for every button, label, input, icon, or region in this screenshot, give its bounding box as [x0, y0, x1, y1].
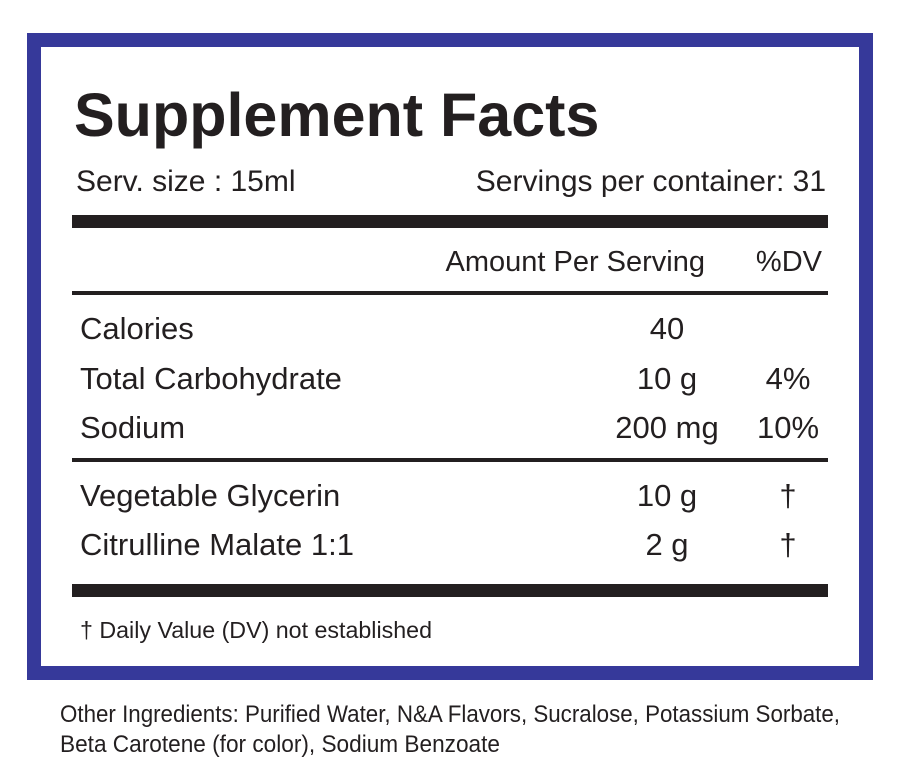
rows: Calories 40 Total Carbohydrate 10 g 4% Sodium… — [80, 311, 819, 562]
amount: 2 g — [645, 527, 688, 562]
other-ingredients: Beta Carotene (for color), Sodium Benzoa… — [60, 731, 500, 758]
amount: 10 g — [637, 478, 697, 513]
daily-value: 10% — [757, 410, 819, 445]
other-ingredients: Other Ingredients: Purified Water, N&A F… — [60, 701, 840, 728]
daily-value: † — [779, 527, 796, 562]
nutrient-name: Calories — [80, 311, 194, 346]
amount: 200 mg — [615, 410, 718, 445]
serving-size: Serv. size : 15ml — [76, 165, 296, 198]
rule — [72, 458, 828, 462]
nutrient-name: Vegetable Glycerin — [80, 478, 340, 513]
frame — [27, 33, 873, 680]
column-header: %DV — [756, 246, 823, 278]
nutrient-name: Citrulline Malate 1:1 — [80, 527, 354, 562]
daily-value: † — [779, 478, 796, 513]
amount: 40 — [650, 311, 684, 346]
footnote: † Daily Value (DV) not established — [80, 617, 432, 643]
amount: 10 g — [637, 361, 697, 396]
servings-per-container: Servings per container: 31 — [476, 165, 826, 198]
title: Supplement Facts — [74, 81, 599, 149]
rule — [72, 291, 828, 295]
column-header: Amount Per Serving — [445, 246, 705, 278]
nutrient-name: Total Carbohydrate — [80, 361, 342, 396]
thick-rule — [72, 584, 828, 597]
nutrient-name: Sodium — [80, 410, 185, 445]
daily-value: 4% — [766, 361, 811, 396]
thick-rule — [72, 215, 828, 228]
